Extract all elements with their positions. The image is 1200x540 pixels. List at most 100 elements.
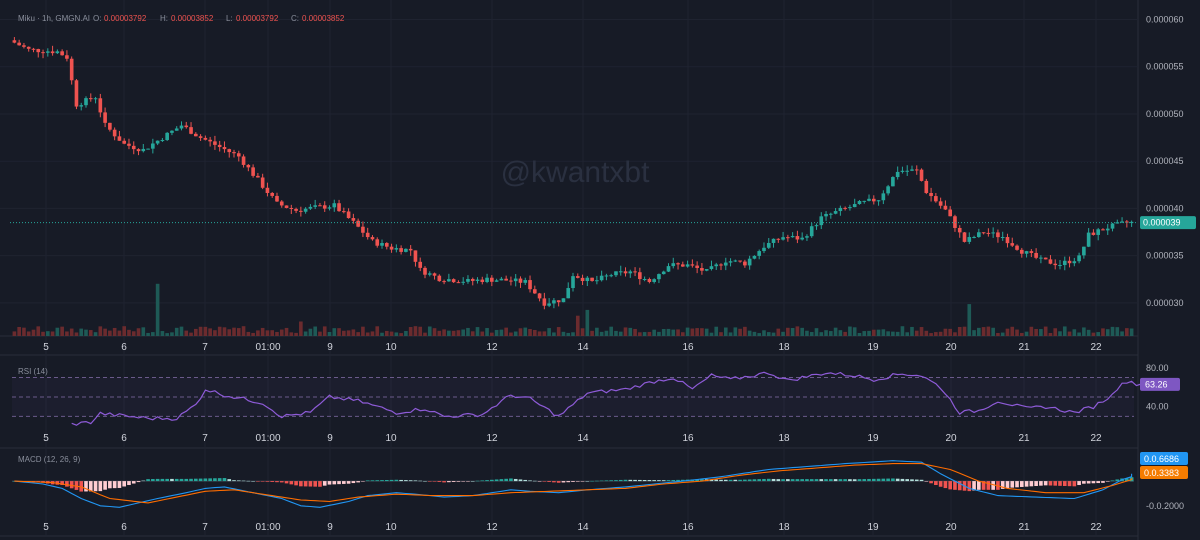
candle-body: [322, 205, 327, 209]
macd-histogram-bar: [1043, 481, 1048, 486]
macd-histogram-bar: [260, 481, 265, 482]
candle-body: [542, 298, 547, 306]
candle-body: [490, 277, 494, 282]
rsi-pane[interactable]: 80.00 40.00: [12, 363, 1169, 426]
candle-body: [704, 269, 709, 271]
volume-bar: [413, 326, 418, 336]
macd-histogram-bar: [1034, 481, 1038, 486]
volume-bar: [165, 333, 169, 336]
candle-body: [256, 175, 260, 178]
time-axis-tick: 12: [486, 433, 498, 444]
macd-histogram-bar: [289, 481, 294, 485]
macd-histogram-bar: [723, 479, 728, 482]
macd-histogram-bar: [766, 478, 771, 482]
volume-bar: [346, 330, 351, 336]
candle-body: [647, 279, 652, 282]
volume-bar: [480, 331, 485, 336]
candle-body: [299, 210, 303, 212]
volume-bar: [127, 329, 131, 336]
candle-body: [151, 143, 155, 149]
volume-bar: [1058, 331, 1062, 336]
candle-body: [179, 125, 184, 129]
volume-bar: [571, 332, 575, 336]
time-axis-tick: 10: [385, 522, 397, 533]
macd-histogram-bar: [824, 479, 828, 482]
volume-bar: [829, 331, 833, 336]
candle-body: [934, 196, 938, 202]
symbol-legend[interactable]: Miku · 1h, GMGN.AI O: 0.00003792 H: 0.00…: [18, 14, 345, 23]
macd-histogram-bar: [910, 479, 914, 482]
macd-histogram-bar: [404, 480, 408, 482]
time-axis-tick: 21: [1018, 522, 1030, 533]
macd-histogram-bar: [442, 481, 446, 483]
volume-bar: [1048, 332, 1053, 336]
macd-histogram-bar: [604, 480, 609, 482]
volume-bar: [509, 332, 513, 336]
time-axis-rsi[interactable]: 5 6 7 01:00 9 10 12 14 16 18 19 20 21 22: [43, 433, 1102, 444]
time-axis-macd[interactable]: 5 6 7 01:00 9 10 12 14 16 18 19 20 21 22: [43, 522, 1102, 533]
volume-bar: [623, 327, 628, 336]
candle-body: [924, 180, 929, 193]
macd-histogram-bar: [623, 479, 628, 482]
macd-histogram-bar: [991, 481, 995, 490]
candle-body: [776, 238, 781, 240]
volume-bar: [1053, 328, 1058, 336]
price-candles[interactable]: [12, 37, 1134, 310]
volume-bar: [1062, 326, 1067, 336]
volume-bar: [65, 331, 69, 336]
candle-body: [36, 49, 41, 53]
volume-bar: [447, 330, 451, 336]
macd-histogram-bar: [862, 479, 867, 482]
volume-bar: [337, 328, 341, 336]
candle-body: [528, 280, 532, 290]
volume-bar: [31, 329, 36, 336]
candle-body: [1024, 251, 1029, 254]
candle-body: [1039, 257, 1043, 259]
time-axis-price[interactable]: 5 6 7 01:00 9 10 12 14 16 18 19 20 21 22: [43, 342, 1102, 353]
macd-histogram-bar: [733, 479, 738, 482]
volume-bar: [747, 330, 752, 336]
macd-histogram-bar: [518, 479, 523, 482]
macd-histogram-bar: [485, 480, 489, 482]
macd-histogram-bar: [728, 479, 733, 482]
macd-histogram-bar: [423, 480, 427, 482]
candle-body: [1015, 245, 1019, 250]
candle-body: [833, 211, 838, 214]
macd-histogram-bar: [198, 478, 203, 482]
volume-bar: [456, 330, 461, 336]
candle-body: [657, 274, 661, 280]
candle-body: [977, 232, 981, 238]
macd-histogram-bar: [146, 479, 150, 482]
volume-bar: [284, 327, 289, 336]
volume-bar: [203, 326, 208, 336]
macd-histogram-bar: [786, 479, 790, 482]
candle-body: [480, 279, 485, 283]
volume-bar: [36, 326, 41, 336]
candle-body: [165, 132, 169, 141]
macd-histogram-bar: [867, 478, 871, 482]
macd-histogram-bar: [800, 479, 804, 482]
macd-histogram-bar: [943, 481, 948, 489]
candle-body: [79, 105, 84, 107]
volume-bar: [585, 309, 590, 336]
macd-histogram-bar: [977, 481, 981, 490]
volume-bar: [232, 327, 236, 336]
volume-bar: [303, 331, 308, 336]
macd-histogram-bar: [1096, 481, 1101, 484]
ohlc-high-value: 0.00003852: [171, 14, 214, 23]
volume-bar: [313, 326, 317, 336]
volume-bar: [213, 330, 217, 336]
candle-body: [1120, 221, 1124, 223]
candle-body: [227, 149, 232, 153]
volume-bar: [494, 329, 499, 336]
volume-bar: [561, 331, 566, 336]
time-axis-tick: 14: [577, 433, 589, 444]
candle-body: [408, 248, 413, 251]
volume-bar: [642, 332, 647, 336]
macd-pane[interactable]: [12, 460, 1134, 508]
price-axis[interactable]: 0.000060 0.000055 0.000050 0.000045 0.000040…: [1146, 14, 1184, 307]
macd-value-label: 0.0.6686: [1144, 454, 1179, 464]
volume-bar: [680, 332, 685, 336]
